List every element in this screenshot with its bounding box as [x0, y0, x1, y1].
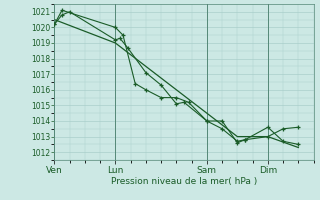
X-axis label: Pression niveau de la mer( hPa ): Pression niveau de la mer( hPa ): [111, 177, 257, 186]
